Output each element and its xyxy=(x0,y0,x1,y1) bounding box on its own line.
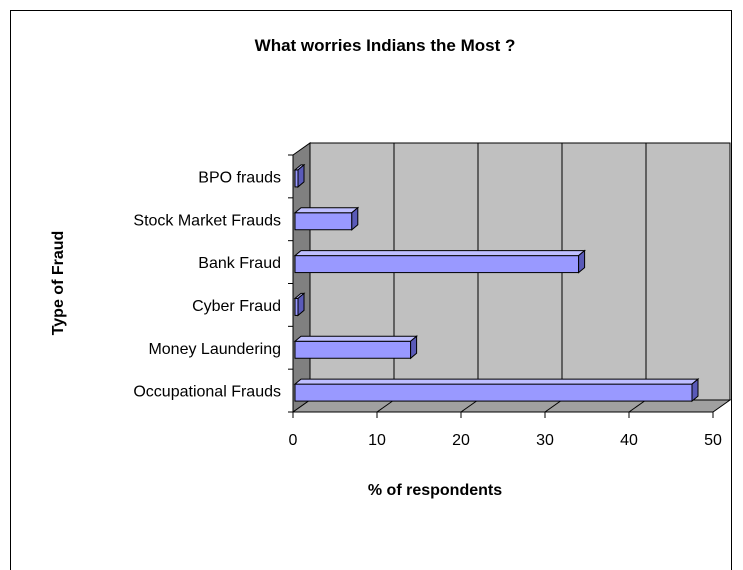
bar-side-face xyxy=(410,335,418,360)
x-tick-label: 40 xyxy=(620,432,638,449)
floor-gridline xyxy=(544,399,563,413)
y-tick-label: Occupational Frauds xyxy=(133,384,281,401)
chart-title: What worries Indians the Most ? xyxy=(255,36,516,55)
x-axis-title: % of respondents xyxy=(368,482,502,499)
floor-gridline xyxy=(628,399,647,413)
y-tick-label: BPO frauds xyxy=(198,169,281,186)
x-tick-label: 0 xyxy=(289,432,298,449)
floor-gridline xyxy=(376,399,395,413)
bar-top-face xyxy=(293,250,586,257)
y-tick-label: Cyber Fraud xyxy=(192,298,281,315)
bar-side-face xyxy=(297,292,305,317)
bar-top-face xyxy=(293,378,700,385)
chart-frame xyxy=(10,10,732,570)
bar-top-face xyxy=(293,207,360,214)
x-tick-label: 50 xyxy=(704,432,722,449)
bar xyxy=(294,212,353,231)
x-tick-label: 20 xyxy=(452,432,470,449)
y-axis-title: Type of Fraud xyxy=(50,231,67,336)
bar-side-face xyxy=(297,163,305,188)
x-tick-label: 10 xyxy=(368,432,386,449)
bar-top-face xyxy=(293,335,418,342)
bar xyxy=(294,255,580,274)
y-tick-label: Stock Market Frauds xyxy=(133,212,281,229)
bar xyxy=(294,383,693,402)
x-tick-label: 30 xyxy=(536,432,554,449)
y-tick-label: Bank Fraud xyxy=(198,255,281,272)
bar-side-face xyxy=(578,249,586,274)
y-tick-label: Money Laundering xyxy=(148,341,281,358)
floor-gridline xyxy=(460,399,479,413)
bar xyxy=(294,340,412,359)
bar-side-face xyxy=(351,206,359,231)
plot-floor xyxy=(291,399,732,413)
bar-side-face xyxy=(691,378,699,403)
